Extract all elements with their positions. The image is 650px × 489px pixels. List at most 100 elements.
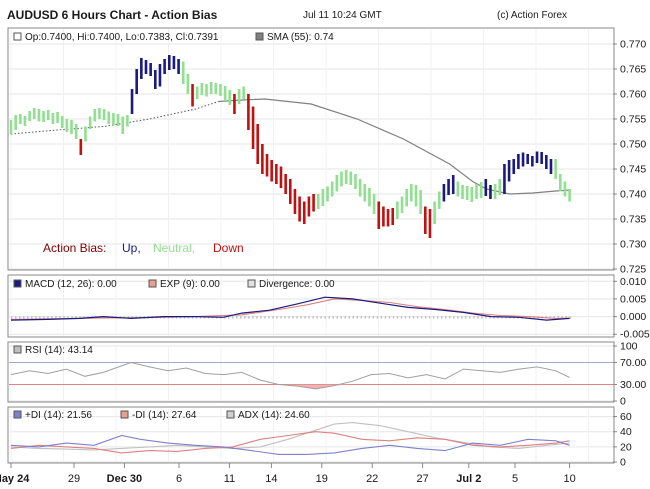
divergence-bar [272,316,274,319]
price-bar [531,156,534,167]
y-tick-label: 0.730 [620,239,646,251]
price-bar [521,152,525,167]
adx-legend-swatch [226,410,235,419]
sma-solid-segment [218,98,570,195]
divergence-bar [457,316,459,319]
x-tick-label: Dec 30 [107,473,142,485]
price-grid [9,29,613,270]
x-tick-label: Jul 2 [456,473,481,485]
divergence-bar [27,316,29,319]
divergence-bar [35,316,37,319]
divergence-bar [380,316,383,319]
adx-lines [10,422,570,455]
y-tick-label: 0.770 [620,39,646,51]
price-bar [140,58,143,79]
y-tick-label: 0.755 [620,114,646,126]
divergence-bar [392,316,395,319]
ohlc-legend-swatch [13,32,22,41]
divergence-bar [288,316,290,319]
price-bar [154,70,157,89]
divergence-bar [364,316,367,319]
divergence-bar [244,316,246,319]
divergence-bar [324,316,326,319]
divergence-bar [320,316,322,319]
divergence-bar [19,316,21,319]
divergence-bar [477,316,479,319]
price-bar [265,154,269,177]
divergence-bar [15,316,17,319]
price-bar [540,152,543,164]
price-bar [256,124,260,164]
price-bar [423,206,427,234]
price-bar [251,106,255,149]
price-bar [307,196,311,217]
divergence-bar [232,316,234,319]
divergence-bar [11,316,13,319]
rsi-lines [9,361,613,390]
y-tick-label: 0.005 [620,293,646,305]
x-tick-label: 5 [512,473,518,485]
price-bar [503,164,506,194]
price-bar [465,186,469,200]
divergence-bar [372,316,375,319]
price-bar [363,184,367,202]
price-bar [247,94,250,130]
plus-di-line [10,434,570,455]
price-bar [442,184,446,202]
divergence-bar [236,316,238,319]
price-bar [391,208,395,225]
divergence-bar [280,316,282,319]
divergence-bar [240,316,242,319]
price-bar [242,86,246,99]
y-tick-label: 0.750 [620,139,646,151]
price-bar [400,196,404,213]
price-bar [526,154,530,164]
price-bar [191,84,194,107]
divergence-bar [336,316,338,319]
price-bar [214,83,218,94]
bias-legend-label: Action Bias: [43,241,106,255]
price-bar [228,90,232,105]
divergence-bar [396,316,399,319]
chart-timestamp: Jul 11 10:24 GMT [303,10,382,21]
price-bar [284,174,287,194]
price-bar [74,124,78,139]
price-bar [512,159,516,174]
price-bar [382,206,385,227]
y-tick-label: 70.00 [620,357,646,369]
y-tick-label: 0.725 [620,264,646,276]
divergence-bar [199,316,202,319]
price-bar [51,113,55,124]
price-bar [549,159,553,174]
divergence-bar [569,316,571,319]
plus-di-legend-swatch [13,410,22,419]
divergence-bar [31,316,33,319]
exp-legend-text: EXP (9): 0.00 [160,279,220,290]
price-bar [149,63,152,76]
divergence-bar [449,316,451,319]
y-tick-label: 0.010 [620,276,646,288]
price-bar [396,201,399,219]
exp-legend-swatch [148,279,157,288]
divergence-bar [436,316,439,319]
divergence-bar [328,316,330,319]
y-tick-label: 0.000 [620,311,646,323]
price-bar [200,83,204,95]
y-tick-label: 0.760 [620,89,646,101]
price-bar [330,181,334,197]
divergence-bar [348,316,350,319]
divergence-bar [83,316,85,319]
divergence-bar [420,316,423,319]
price-bar [475,184,478,199]
price-bar [326,186,329,202]
price-bar [461,185,464,199]
divergence-bar [525,316,527,319]
sma-legend-text: SMA (55): 0.74 [267,32,334,43]
divergence-bar [103,316,105,319]
divergence-bar [195,316,198,319]
price-bar [60,116,64,128]
macd-legend-text: MACD (12, 26): 0.00 [25,279,117,290]
price-bar [507,160,511,182]
divergence-bar [553,316,555,319]
price-bar [349,171,353,185]
